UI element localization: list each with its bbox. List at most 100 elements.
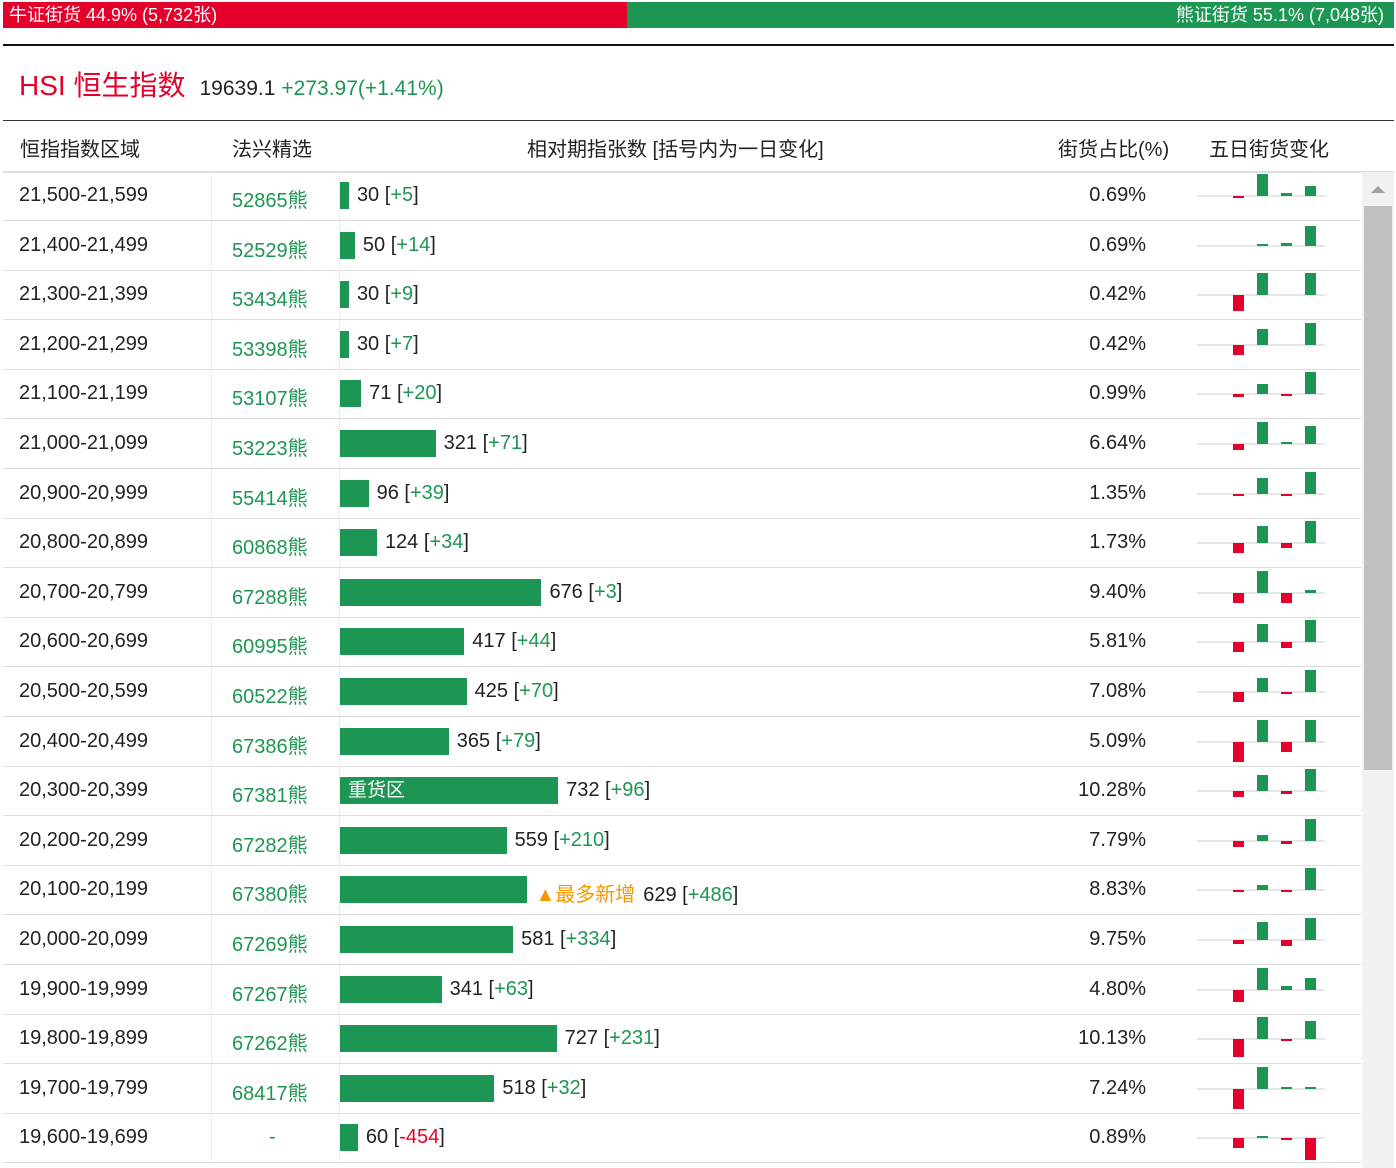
five-day-bar (1305, 670, 1316, 692)
index-price: 19639.1 (199, 77, 276, 100)
col-divider (211, 369, 212, 419)
share: 9.75% (1089, 928, 1146, 950)
share: 1.35% (1089, 481, 1146, 504)
count-bar (340, 826, 507, 854)
five-day-chart (1197, 521, 1325, 554)
count-text: 71 [+20] (369, 382, 443, 405)
count-text: 365 [+79] (456, 729, 541, 752)
change: +231 (609, 1027, 655, 1050)
range: 19,700-19,799 (19, 1076, 149, 1099)
col-divider (211, 766, 212, 816)
count-bar (340, 330, 349, 358)
five-day-bar (1305, 868, 1316, 891)
col-divider (211, 319, 212, 369)
five-day-bar (1257, 384, 1268, 395)
range: 20,000-20,099 (19, 928, 149, 950)
code: 67386熊 (232, 735, 308, 758)
range: 20,800-20,899 (19, 531, 149, 554)
share: 0.69% (1089, 184, 1146, 206)
code: 67380熊 (232, 884, 308, 907)
five-day-bar (1305, 769, 1316, 792)
col-divider (339, 270, 340, 320)
code: 68417熊 (232, 1082, 308, 1105)
count: 71 (369, 382, 392, 405)
five-day-bar (1305, 426, 1316, 444)
five-day-bar (1257, 243, 1268, 246)
col-divider (211, 468, 212, 518)
five-day-chart (1197, 174, 1325, 198)
count-bar (340, 430, 436, 457)
code: 53434熊 (232, 289, 308, 312)
index-header: HSI 恒生指数 19639.1 +273.97(+1.41%) (19, 64, 444, 104)
five-day-bar (1233, 791, 1244, 798)
range: 21,000-21,099 (19, 432, 149, 454)
col-divider (339, 567, 340, 617)
col-divider (211, 865, 212, 915)
change: -454 (399, 1126, 440, 1149)
five-day-bar (1233, 840, 1244, 847)
range: 20,700-20,799 (19, 580, 149, 603)
count-text: 30 [+5] (356, 184, 419, 206)
five-day-bar (1281, 193, 1292, 196)
count: 321 (443, 432, 478, 454)
col-divider (339, 815, 340, 865)
five-day-bar (1281, 1086, 1292, 1089)
five-day-bar (1305, 620, 1316, 643)
five-day-chart (1197, 322, 1325, 355)
change: +79 (501, 729, 536, 752)
table-row: 21,100-21,199 53107熊 71 [+20] 0.99% (3, 369, 1361, 420)
count: 629 (643, 884, 677, 907)
scroll-up[interactable] (1370, 184, 1386, 194)
col-divider (211, 567, 212, 617)
count-text: 30 [+9] (356, 283, 419, 306)
change: +5 (390, 184, 414, 206)
code: 60995熊 (232, 636, 308, 659)
code: 52865熊 (232, 190, 308, 212)
five-day-bar (1305, 186, 1316, 196)
column-header: 恒指指数区域 (20, 139, 140, 161)
column-header: 街货占比(%) (1058, 139, 1170, 161)
count-bar (340, 479, 369, 507)
scroll-thumb[interactable] (1364, 206, 1392, 770)
table-row: 20,700-20,799 67288熊 676 [+3] 9.40% (3, 567, 1361, 618)
five-day-bar (1305, 719, 1316, 742)
col-divider (339, 419, 340, 468)
share: 10.13% (1078, 1027, 1146, 1050)
five-day-bar (1305, 471, 1316, 494)
five-day-chart (1197, 1066, 1325, 1109)
count: 732 (566, 779, 600, 802)
table-row: 19,800-19,899 67262熊 727 [+231] 10.13% (3, 1014, 1361, 1065)
table-row: 19,900-19,999 67267熊 341 [+63] 4.80% (3, 964, 1361, 1015)
five-day-bar (1257, 624, 1268, 643)
five-day-bar (1281, 840, 1292, 844)
share: 7.79% (1089, 828, 1146, 851)
five-day-chart (1197, 818, 1325, 847)
five-day-bar (1257, 678, 1268, 692)
count-text: 124 [+34] (384, 531, 469, 554)
five-day-bar (1257, 477, 1268, 494)
five-day-bar (1281, 543, 1292, 549)
change: +486 (687, 884, 733, 907)
count-bar (340, 231, 355, 259)
five-day-bar (1305, 225, 1316, 246)
code: 60868熊 (232, 537, 308, 560)
col-divider (339, 667, 340, 716)
five-day-bar (1233, 592, 1244, 603)
five-day-bar (1233, 543, 1244, 554)
col-divider (211, 419, 212, 468)
five-day-bar (1257, 570, 1268, 593)
five-day-bar (1257, 885, 1268, 891)
five-day-bar (1233, 196, 1244, 198)
five-day-chart (1197, 620, 1325, 653)
count-text: 321 [+71] (443, 432, 528, 454)
five-day-bar (1257, 775, 1268, 792)
table-row: 20,100-20,199 67380熊 ▲最多新增 629 [+486] 8.83% (3, 865, 1361, 916)
count: 341 (449, 977, 483, 1000)
five-day-bar (1281, 242, 1292, 246)
five-day-bar (1281, 1039, 1292, 1042)
five-day-chart (1197, 1136, 1325, 1161)
five-day-bar (1281, 642, 1292, 649)
change: +44 (516, 630, 551, 653)
col-divider (339, 1113, 340, 1163)
five-day-bar (1257, 328, 1268, 345)
